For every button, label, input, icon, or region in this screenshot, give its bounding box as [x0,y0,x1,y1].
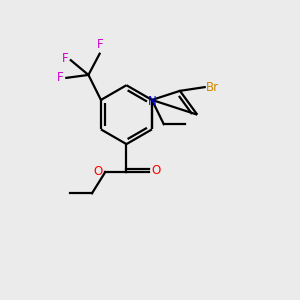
Text: O: O [94,165,103,178]
Text: O: O [151,164,160,177]
Text: F: F [57,71,64,84]
Text: F: F [62,52,68,65]
Text: Br: Br [206,81,219,94]
Text: N: N [148,95,156,108]
Text: F: F [97,38,104,51]
